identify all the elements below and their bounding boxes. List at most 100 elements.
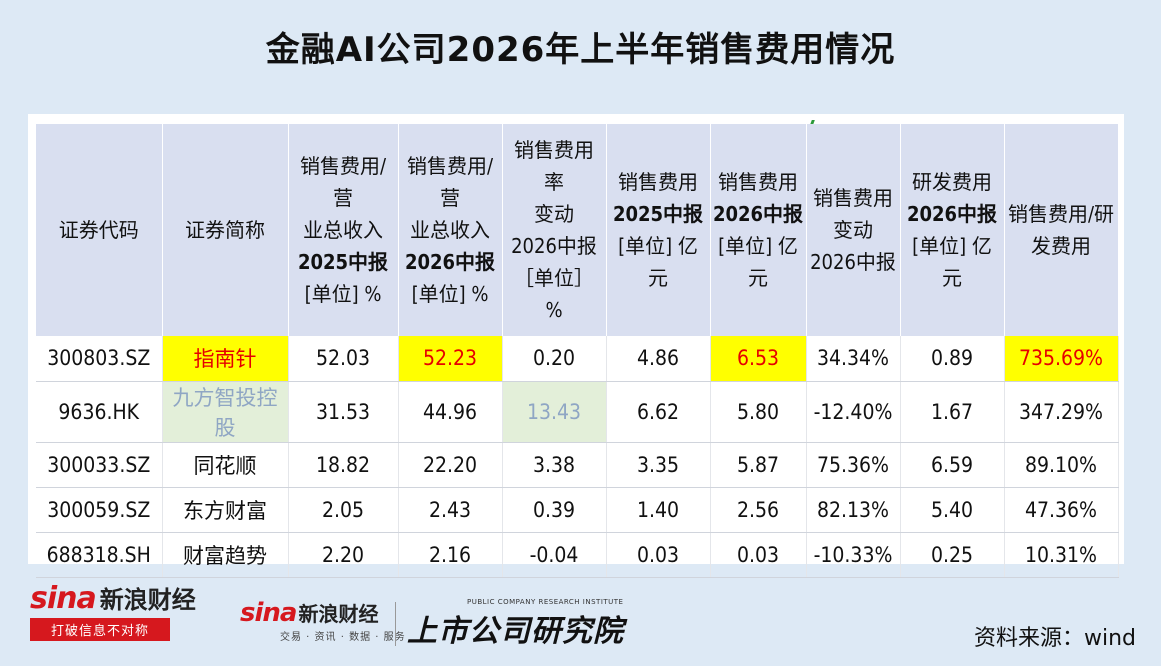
table-cell: 34.34% [806, 336, 901, 382]
research-institute-en: PUBLIC COMPANY RESEARCH INSTITUTE [467, 598, 624, 606]
column-header-line: 销售费用/研 [1007, 202, 1115, 226]
column-header-line: 2025中报 [612, 202, 704, 226]
research-institute-cn: 上市公司研究院 [407, 614, 624, 649]
table-cell: 10.31% [1004, 532, 1119, 578]
table-cell: 0.25 [900, 532, 1005, 578]
table-cell: 0.03 [606, 532, 711, 578]
column-header-line: ［单位］ % [514, 266, 594, 322]
table-cell: 82.13% [806, 487, 901, 533]
page-title: 金融AI公司2026年上半年销售费用情况 [265, 30, 896, 70]
table-cell: 0.20 [502, 336, 607, 382]
column-header-line: 销售费用率 [514, 138, 594, 194]
column-header-line: 业总收入 [410, 218, 490, 242]
table-cell: 300059.SZ [36, 487, 163, 533]
table-cell: 2.56 [710, 487, 807, 533]
table-row: 9636.HK 九方智投控股 31.53 44.96 13.43 6.62 5.80 -12.… [36, 381, 1119, 443]
sina-finance-logo-secondary: sina 新浪财经 交易 · 资讯 · 数据 · 服务 [240, 598, 406, 643]
column-header: 证券代码 [36, 124, 163, 336]
table-cell: 347.29% [1004, 381, 1119, 443]
table-cell: 指南针 [162, 336, 289, 382]
table-cell: 0.03 [710, 532, 807, 578]
sina-slogan: 打破信息不对称 [30, 618, 170, 641]
table-cell: 52.23 [398, 336, 503, 382]
sina-finance-logo: sina 新浪财经 打破信息不对称 [30, 580, 196, 641]
table-cell: 9636.HK [36, 381, 163, 443]
table-cell: 52.03 [288, 336, 399, 382]
data-table-card: 证券代码 证券简称 销售费用/营 业总收入 2025中报 [单位] % 销售费用/营 业总收入… [28, 114, 1124, 578]
column-header-line: 2026中报 [712, 202, 804, 226]
column-header: 销售费用率变动 2026中报 ［单位］ % [502, 124, 607, 336]
table-row: 300059.SZ 东方财富 2.05 2.43 0.39 1.40 2.56 82.13% 5… [36, 487, 1119, 533]
column-header-line: 证券代码 [58, 218, 139, 242]
table-cell: 6.53 [710, 336, 807, 382]
sina-finance-brand: 新浪财经 [99, 586, 196, 614]
table-cell: 735.69% [1004, 336, 1119, 382]
table-cell: 财富趋势 [162, 532, 289, 578]
research-institute-logo: PUBLIC COMPANY RESEARCH INSTITUTE 上市公司研究… [407, 598, 624, 650]
table-cell: 22.20 [398, 442, 503, 488]
column-header-line: [单位] % [304, 282, 382, 306]
table-cell: 0.89 [900, 336, 1005, 382]
column-header: 销售费用/营业总收入 2026中报 [单位] % [398, 124, 503, 336]
column-header: 证券简称 [162, 124, 289, 336]
column-header: 销售费用/研 发费用 [1004, 124, 1119, 336]
table-cell: 5.87 [710, 442, 807, 488]
column-header-line: 2026中报 [511, 234, 597, 258]
table-cell: 6.62 [606, 381, 711, 443]
table-cell: 5.40 [900, 487, 1005, 533]
table-cell: 同花顺 [162, 442, 289, 488]
table-cell: 688318.SH [36, 532, 163, 578]
table-cell: 2.05 [288, 487, 399, 533]
table-cell: 2.43 [398, 487, 503, 533]
table-cell: 300033.SZ [36, 442, 163, 488]
logo-divider [395, 602, 396, 646]
column-header: 研发费用 2026中报 [单位] 亿元 [900, 124, 1005, 336]
table-body: 300803.SZ 指南针 52.03 52.23 0.20 4.86 6.53 34.34%… [36, 336, 1119, 578]
column-header-line: 2025中报 [297, 250, 389, 274]
column-header-line: 销售费用/营 [406, 154, 494, 210]
sina-logo-mark: sina [30, 581, 97, 616]
column-header-line: [单位] % [411, 282, 489, 306]
table-row: 300803.SZ 指南针 52.03 52.23 0.20 4.86 6.53 34.34%… [36, 336, 1119, 382]
table-cell: 1.40 [606, 487, 711, 533]
table-cell: 3.38 [502, 442, 607, 488]
column-header-line: 销售费用/营 [299, 154, 387, 210]
table-header-row: 证券代码 证券简称 销售费用/营 业总收入 2025中报 [单位] % 销售费用/营 业总收入… [36, 124, 1119, 336]
column-header-line: 证券简称 [185, 218, 265, 242]
table-row: 688318.SH 财富趋势 2.20 2.16 -0.04 0.03 0.03 -10.33… [36, 532, 1119, 578]
table-cell: 75.36% [806, 442, 901, 488]
column-header-line: 销售费用 [618, 170, 698, 194]
table-cell: 47.36% [1004, 487, 1119, 533]
column-header: 销售费用/营 业总收入 2025中报 [单位] % [288, 124, 399, 336]
column-header-line: 发费用 [1031, 234, 1091, 258]
table-cell: 5.80 [710, 381, 807, 443]
table-cell: 0.39 [502, 487, 607, 533]
column-header-line: [单位] 亿元 [718, 234, 798, 290]
table-cell: 3.35 [606, 442, 711, 488]
column-header: 销售费用 2026中报 [单位] 亿元 [710, 124, 807, 336]
data-source-note: 资料来源：wind [973, 626, 1136, 651]
table-cell: 2.16 [398, 532, 503, 578]
table-cell: 4.86 [606, 336, 711, 382]
column-header-line: 变动 [833, 218, 873, 242]
column-header: 销售费用 2025中报 [单位] 亿元 [606, 124, 711, 336]
table-row: 300033.SZ 同花顺 18.82 22.20 3.38 3.35 5.87 75.36%… [36, 442, 1119, 488]
table-cell: 13.43 [502, 381, 607, 443]
sina-finance-brand-secondary: 新浪财经 [298, 602, 379, 626]
sales-expense-table: 证券代码 证券简称 销售费用/营 业总收入 2025中报 [单位] % 销售费用/营 业总收入… [36, 124, 1119, 578]
sina-tagline: 交易 · 资讯 · 数据 · 服务 [280, 632, 406, 643]
table-cell: 东方财富 [162, 487, 289, 533]
table-cell: 300803.SZ [36, 336, 163, 382]
table-cell: 18.82 [288, 442, 399, 488]
table-cell: 31.53 [288, 381, 399, 443]
table-cell: 1.67 [900, 381, 1005, 443]
column-header-line: [单位] 亿元 [618, 234, 698, 290]
table-cell: 44.96 [398, 381, 503, 443]
table-cell: -10.33% [806, 532, 901, 578]
column-header-line: 2026中报 [404, 250, 496, 274]
column-header-line: 2026中报 [810, 250, 896, 274]
column-header-line: 研发费用 [912, 170, 992, 194]
column-header-line: 销售费用 [718, 170, 798, 194]
column-header-line: 变动 [534, 202, 574, 226]
column-header-line: [单位] 亿元 [912, 234, 992, 290]
